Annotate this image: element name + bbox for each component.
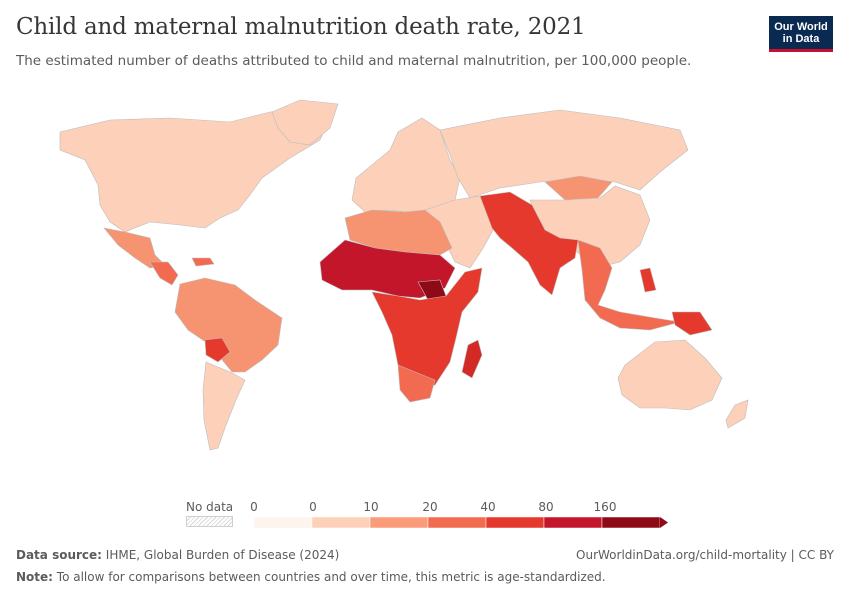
- region-southern-africa[interactable]: [397, 364, 436, 403]
- legend-arrow-icon: [660, 517, 668, 528]
- legend-swatch-2[interactable]: [369, 516, 429, 529]
- world-map: [59, 99, 749, 451]
- region-philippines[interactable]: [639, 267, 657, 293]
- region-bolivia[interactable]: [204, 337, 231, 363]
- region-central-america[interactable]: [149, 261, 179, 286]
- region-southern-cone[interactable]: [202, 361, 246, 451]
- region-south-america[interactable]: [174, 277, 283, 373]
- region-southeast-asia[interactable]: [577, 239, 681, 331]
- region-sub-saharan-africa[interactable]: [371, 267, 483, 389]
- region-australia[interactable]: [617, 339, 723, 411]
- legend-tick-label: 10: [363, 500, 379, 514]
- data-source: Data source: IHME, Global Burden of Dise…: [16, 548, 339, 562]
- legend-tick-label: 0: [309, 500, 317, 514]
- legend-no-data-swatch[interactable]: [186, 516, 233, 527]
- region-russia[interactable]: [439, 109, 689, 199]
- region-new-zealand[interactable]: [725, 399, 749, 429]
- region-north-america[interactable]: [59, 107, 331, 233]
- legend-no-data-label: No data: [186, 500, 234, 514]
- legend-swatch-6[interactable]: [601, 516, 661, 529]
- region-greenland[interactable]: [271, 99, 339, 146]
- legend-tick-label: 80: [538, 500, 554, 514]
- legend-swatch-3[interactable]: [427, 516, 487, 529]
- region-north-africa[interactable]: [344, 209, 453, 256]
- owid-logo[interactable]: Our World in Data: [769, 16, 833, 52]
- footnote: Note: To allow for comparisons between c…: [16, 570, 606, 584]
- region-caribbean[interactable]: [191, 257, 215, 267]
- legend-swatch-1[interactable]: [311, 516, 371, 529]
- data-source-text[interactable]: IHME, Global Burden of Disease (2024): [105, 548, 340, 562]
- data-source-label: Data source:: [16, 548, 102, 562]
- region-papua-new-guinea[interactable]: [671, 311, 713, 336]
- region-mongolia[interactable]: [544, 175, 613, 201]
- region-madagascar[interactable]: [461, 339, 483, 379]
- legend-swatch-4[interactable]: [485, 516, 545, 529]
- source-url[interactable]: OurWorldinData.org/child-mortality | CC …: [576, 548, 834, 562]
- logo-line-1: Our World: [774, 21, 828, 33]
- legend-tick-label: 20: [422, 500, 438, 514]
- footnote-label: Note:: [16, 570, 53, 584]
- legend-swatch-5[interactable]: [543, 516, 603, 529]
- legend-swatch-0[interactable]: [253, 516, 313, 529]
- legend-color-bar: [253, 516, 668, 529]
- region-south-asia[interactable]: [479, 191, 579, 296]
- chart-title: Child and maternal malnutrition death ra…: [16, 14, 586, 40]
- logo-line-2: in Data: [782, 33, 820, 45]
- region-europe[interactable]: [351, 117, 461, 213]
- chart-subtitle: The estimated number of deaths attribute…: [16, 53, 692, 69]
- legend-tick-label: 160: [593, 500, 617, 514]
- legend-tick-label: 0: [250, 500, 258, 514]
- legend-tick-label: 40: [480, 500, 496, 514]
- footnote-text: To allow for comparisons between countri…: [56, 570, 606, 584]
